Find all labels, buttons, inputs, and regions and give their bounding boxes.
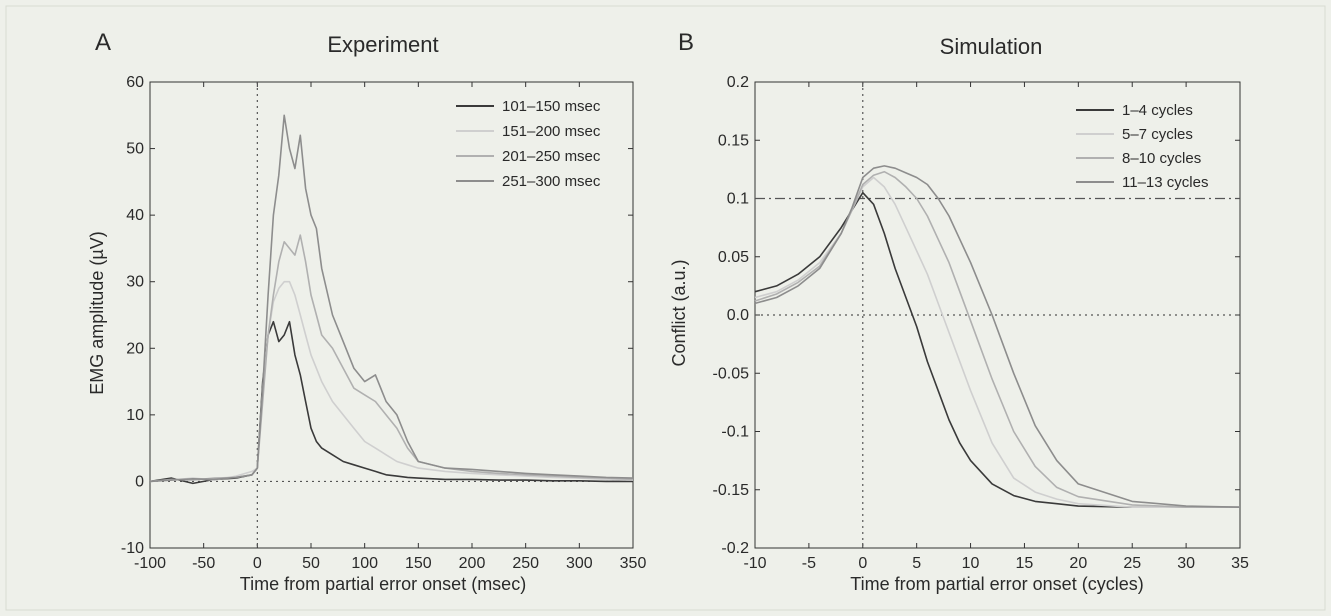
- panel-b-legend-label-3: 8–10 cycles: [1122, 150, 1201, 167]
- panel-b-x-tick-label: 20: [1069, 555, 1087, 572]
- panel-b-y-tick-label: -0.2: [721, 540, 749, 557]
- panel-b-x-axis-label: Time from partial error onset (cycles): [850, 574, 1143, 594]
- panel-a: A Experiment -100 -50 0 50 100 150 200 250 300 35…: [87, 29, 646, 594]
- panel-b-y-tick-label: -0.1: [721, 424, 749, 441]
- panel-letter-b: B: [678, 29, 694, 56]
- panel-a-y-tick-label: 10: [126, 407, 144, 424]
- panel-b-x-tick-label: 35: [1231, 555, 1249, 572]
- panel-a-x-tick-label: -50: [192, 555, 215, 572]
- panel-a-x-tick-label: 200: [459, 555, 486, 572]
- panel-a-series-line-3: [149, 234, 634, 483]
- panel-a-x-axis-label: Time from partial error onset (msec): [240, 574, 526, 594]
- panel-b-title: Simulation: [940, 34, 1043, 59]
- panel-a-x-tick-label: 0: [253, 555, 262, 572]
- panel-a-y-tick-label: 40: [126, 207, 144, 224]
- panel-a-x-tick-label: 250: [512, 555, 539, 572]
- panel-a-y-tick-label: 60: [126, 74, 144, 91]
- panel-b-x-tick-label: 0: [858, 555, 867, 572]
- panel-a-y-tick-label: -10: [121, 540, 144, 557]
- panel-a-plot-area: -100 -50 0 50 100 150 200 250 300 350-10010203040…: [121, 74, 647, 572]
- panel-a-legend-label-3: 201–250 msec: [502, 148, 601, 165]
- panel-b-series-line-3: [754, 170, 1240, 509]
- panel-a-series-line-1: [149, 320, 633, 485]
- panel-b-x-tick-label: 25: [1123, 555, 1141, 572]
- panel-b-y-tick-label: 0.0: [727, 307, 749, 324]
- panel-b-y-axis-label: Conflict (a.u.): [669, 259, 689, 366]
- panel-b-y-tick-label: -0.15: [713, 482, 750, 499]
- panel-b-x-tick-label: 10: [962, 555, 980, 572]
- panel-b-series-line-4: [754, 165, 1241, 508]
- panel-b-series-line-1: [754, 191, 1240, 509]
- panel-a-y-tick-label: 0: [135, 473, 144, 490]
- panel-b-x-tick-label: 15: [1016, 555, 1034, 572]
- panel-a-y-tick-label: 30: [126, 274, 144, 291]
- panel-b-series-line-2: [754, 176, 1240, 509]
- panel-a-y-tick-label: 20: [126, 340, 144, 357]
- panel-letter-a: A: [95, 29, 111, 56]
- panel-b-y-tick-label: 0.2: [727, 74, 749, 91]
- panel-a-x-tick-label: 300: [566, 555, 593, 572]
- panel-a-x-tick-label: 150: [405, 555, 432, 572]
- panel-a-legend-label-2: 151–200 msec: [502, 123, 601, 140]
- panel-b-legend-label-2: 5–7 cycles: [1122, 126, 1193, 143]
- panel-b-x-tick-label: 30: [1177, 555, 1195, 572]
- panel-a-plot-frame: [149, 81, 634, 549]
- panel-b-y-tick-label: -0.05: [713, 365, 750, 382]
- panel-a-y-axis-label: EMG amplitude (µV): [87, 231, 107, 394]
- panel-b-plot-area: -10 -5 0 5 10 15 20 25 30 35 -0.2 -0.15 -0.1 -0.05 0.0…: [713, 74, 1249, 572]
- panel-a-x-tick-label: 50: [302, 555, 320, 572]
- panel-a-x-tick-label: 350: [620, 555, 647, 572]
- panel-a-series-line-4: [149, 114, 634, 483]
- panel-b-x-tick-label: -5: [802, 555, 816, 572]
- panel-b-legend-label-1: 1–4 cycles: [1122, 102, 1193, 119]
- panel-b-y-tick-label: 0.15: [718, 132, 749, 149]
- figure-border: [5, 5, 1326, 611]
- panel-b-y-tick-label: 0.1: [727, 191, 749, 208]
- panel-b-y-tick-label: 0.05: [718, 249, 749, 266]
- panel-b: B Simulation -10 -5 0 5 10 15 20 25 30 35 -0.2 -0.1…: [669, 29, 1249, 594]
- panel-a-x-tick-label: 100: [351, 555, 378, 572]
- panel-b-legend-label-4: 11–13 cycles: [1122, 174, 1208, 191]
- panel-a-y-tick-label: 50: [126, 141, 144, 158]
- panel-a-title: Experiment: [327, 32, 438, 57]
- panel-a-series-line-2: [149, 280, 634, 483]
- panel-a-x-tick-label: -100: [134, 555, 166, 572]
- panel-b-x-tick-label: 5: [912, 555, 921, 572]
- panel-b-x-tick-label: -10: [743, 555, 766, 572]
- panel-a-legend-label-1: 101–150 msec: [502, 98, 601, 115]
- panel-a-legend-label-4: 251–300 msec: [502, 173, 601, 190]
